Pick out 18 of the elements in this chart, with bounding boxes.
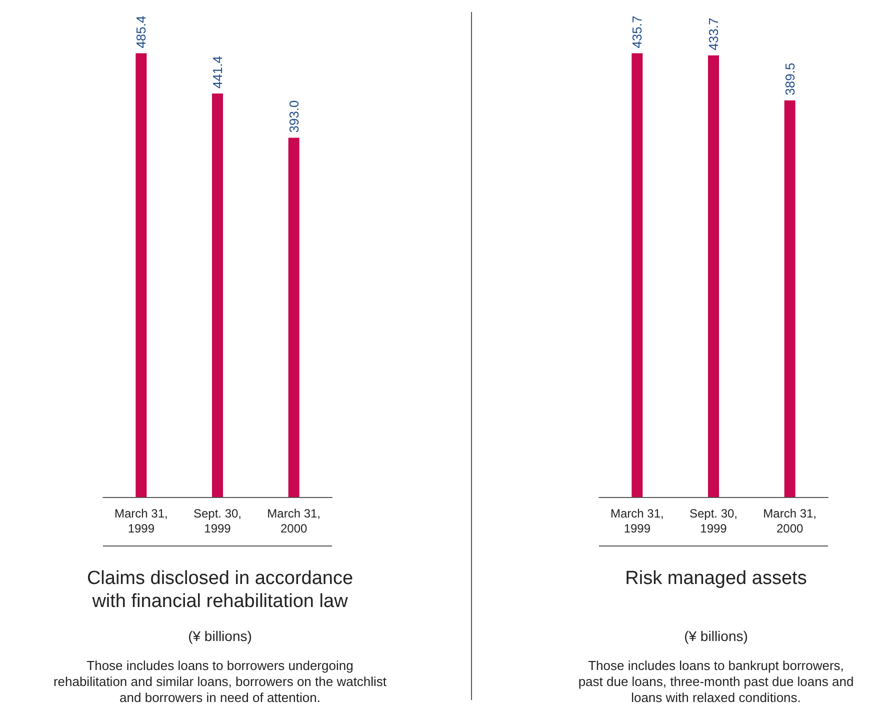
x-tick-label: Sept. 30, 1999: [689, 506, 738, 536]
text: Claims disclosed in accordance with financial rehabilitation law: [86, 567, 354, 613]
text: Those includes loans to borrowers undergoing rehabilitation and similar loans, borrowers on the watchlist and borrowers in need of attention.: [52, 658, 388, 706]
data-label: 485.4: [134, 16, 149, 48]
data-label: 435.7: [630, 16, 645, 48]
x-tick-label: March 31, 2000: [267, 506, 321, 536]
text: Risk managed assets: [624, 567, 808, 590]
data-label: 389.5: [782, 62, 798, 96]
data-label: 441.4: [210, 56, 225, 89]
x-tick-label: March 31, 1999: [610, 506, 664, 536]
x-tick-label: March 31, 2000: [763, 506, 817, 536]
text: Those includes loans to bankrupt borrowers, past due loans, three-month past due loans and loans with relaxed conditions.: [577, 658, 855, 706]
text: (¥ billions): [683, 628, 749, 644]
text: (¥ billions): [187, 628, 253, 644]
data-label: 433.7: [706, 18, 721, 50]
data-label: 393.0: [286, 100, 302, 133]
x-tick-label: March 31, 1999: [114, 506, 168, 536]
x-tick-label: Sept. 30, 1999: [193, 506, 242, 536]
